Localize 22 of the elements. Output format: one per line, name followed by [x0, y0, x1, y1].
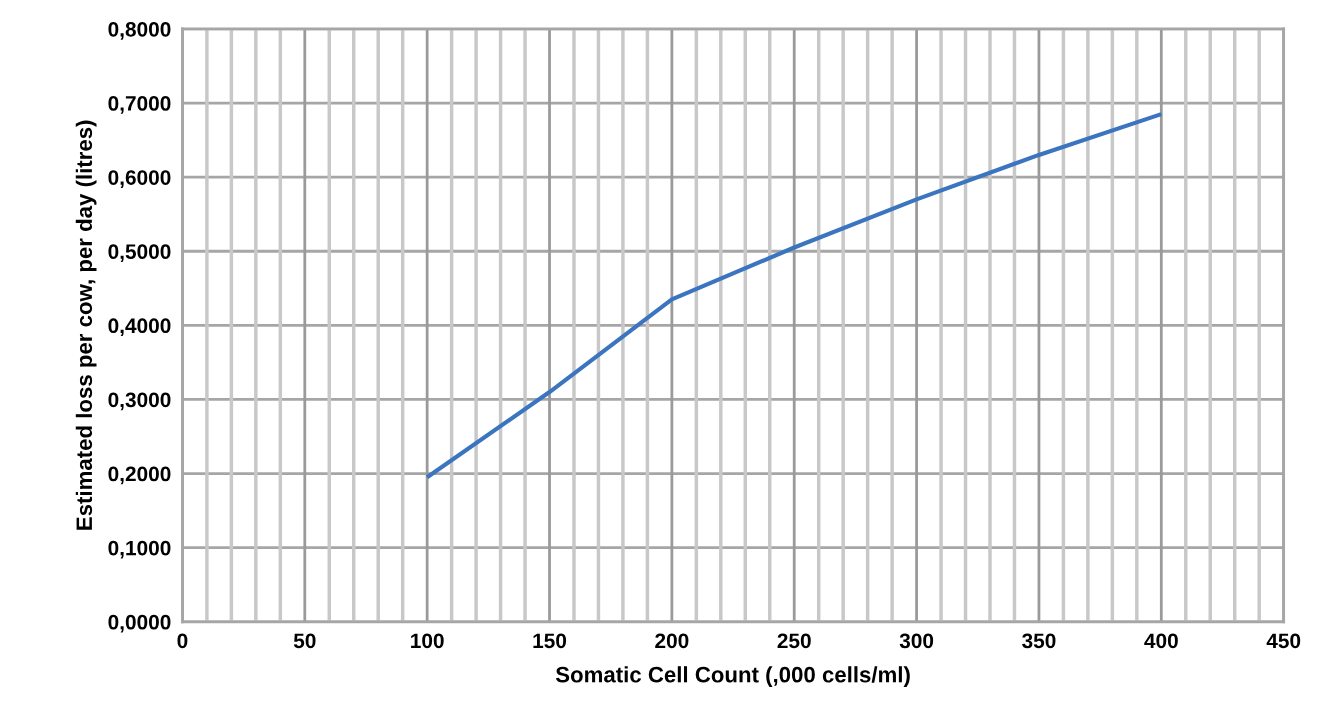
y-axis-title: Estimated loss per cow, per day (litres): [75, 120, 97, 530]
y-tick-label: 0,6000: [108, 170, 171, 188]
y-tick-label: 0,0000: [108, 614, 171, 633]
x-tick-label: 100: [411, 633, 444, 649]
y-tick-label: 0,5000: [108, 244, 171, 263]
x-tick-label: 400: [1144, 633, 1178, 649]
y-tick-label: 0,4000: [108, 318, 171, 337]
y-tick-label: 0,7000: [108, 96, 171, 114]
line-series: [425, 112, 1164, 480]
y-tick-label: 0,8000: [108, 21, 171, 40]
x-tick-label: 350: [1022, 633, 1056, 649]
y-tick-label: 0,1000: [108, 540, 171, 559]
x-tick-label: 250: [777, 633, 811, 649]
x-tick-label: 200: [655, 633, 689, 649]
x-tick-label: 50: [293, 633, 316, 649]
y-tick-label: 0,2000: [108, 466, 171, 485]
y-tick-label: 0,3000: [108, 392, 171, 411]
x-tick-label: 450: [1266, 633, 1301, 649]
x-tick-label: 300: [899, 633, 934, 649]
x-tick-label: 0: [177, 633, 188, 649]
x-axis-title: Somatic Cell Count (,000 cells/ml): [555, 666, 910, 687]
x-tick-label: 150: [533, 633, 567, 649]
